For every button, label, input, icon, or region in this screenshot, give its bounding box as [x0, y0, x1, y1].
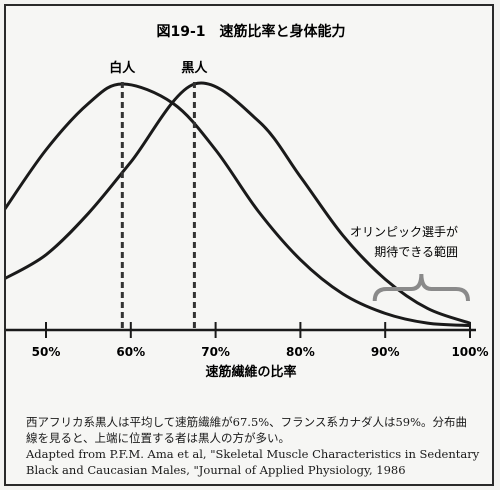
curves-layer [6, 81, 471, 328]
chart: 図19-1 速筋比率と身体能力 白人 黒人 50% 60% 70% 80% 90% 100%… [6, 23, 489, 380]
annotation-line2: 期待できる範囲 [374, 244, 458, 259]
series-label-2: 黒人 [181, 60, 208, 76]
series-curve-1 [6, 82, 471, 328]
tick-label-4: 80% [286, 345, 315, 359]
series-label-1: 白人 [109, 60, 136, 76]
tick-label-5: 90% [371, 345, 400, 359]
caption-line-4: Black and Caucasian Males, "Journal of A… [26, 463, 406, 477]
ticks-layer: 50% 60% 70% 80% 90% 100% [32, 322, 489, 359]
tick-label-2: 60% [116, 345, 145, 359]
caption-line-1: 西アフリカ系黒人は平均して速筋繊維が67.5%、フランス系カナダ人は59%。分布… [26, 415, 468, 429]
series-labels-layer: 白人 黒人 [109, 60, 208, 76]
series-curve-2 [6, 81, 471, 325]
chart-title: 図19-1 速筋比率と身体能力 [156, 23, 345, 40]
mean-lines-layer [120, 82, 196, 328]
caption: 西アフリカ系黒人は平均して速筋繊維が67.5%、フランス系カナダ人は59%。分布… [26, 414, 488, 478]
caption-line-2: 線を見ると、上端に位置する者は黒人の方が多い。 [26, 431, 291, 445]
tick-label-1: 50% [32, 345, 61, 359]
caption-line-3: Adapted from P.F.M. Ama et al, "Skeletal… [26, 447, 480, 461]
tick-label-3: 70% [201, 345, 230, 359]
range-brace [372, 273, 470, 302]
tick-label-6: 100% [451, 345, 488, 359]
annotation-line1: オリンピック選手が [350, 224, 458, 239]
figure-frame: 図19-1 速筋比率と身体能力 白人 黒人 50% 60% 70% 80% 90% 100%… [4, 4, 494, 486]
x-axis-label: 速筋繊維の比率 [205, 364, 296, 380]
